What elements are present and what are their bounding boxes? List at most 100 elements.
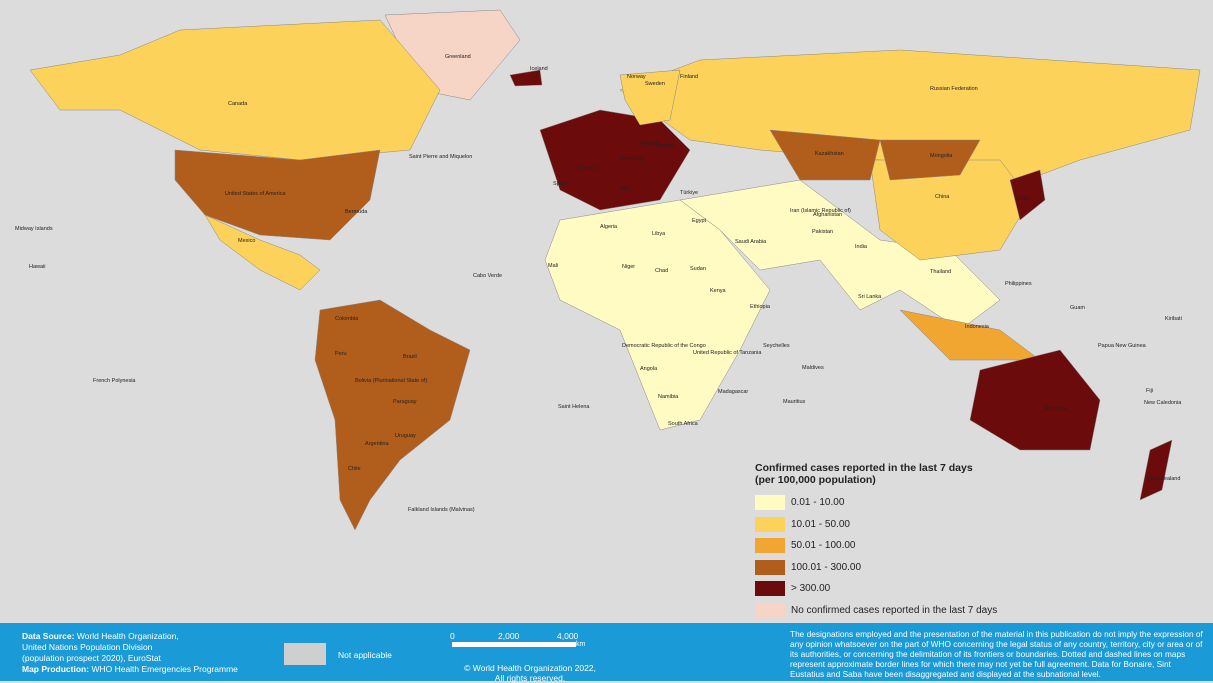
copyright: © World Health Organization 2022, All ri… (440, 663, 620, 683)
country-label: Australia (1045, 406, 1067, 412)
asia (679, 179, 1001, 331)
country-label: Seychelles (763, 343, 790, 349)
country-label: Japan (1015, 196, 1030, 202)
russia (619, 49, 1201, 191)
not-applicable: Not applicable (338, 650, 392, 660)
country-label: Iceland (530, 66, 548, 72)
legend-item: 0.01 - 10.00 (755, 492, 997, 514)
country-label: Paraguay (393, 399, 417, 405)
country-label: French Polynesia (93, 378, 136, 384)
legend-swatch (755, 516, 785, 532)
japan (1009, 169, 1046, 221)
country-label: Saint Helena (558, 404, 590, 410)
country-label: Pakistan (812, 229, 833, 235)
new-zealand (1139, 439, 1173, 501)
country-label: Colombia (335, 316, 359, 322)
country-label: South Africa (668, 421, 699, 427)
country-label: Ethiopia (750, 304, 771, 310)
country-label: China (935, 194, 950, 200)
country-label: Papua New Guinea (1098, 343, 1147, 349)
country-label: Türkiye (680, 190, 698, 196)
country-label: Finland (680, 74, 698, 80)
country-label: Afghanistan (813, 212, 842, 218)
country-label: United States of America (225, 191, 286, 197)
copyright-line: All rights reserved. (494, 673, 566, 683)
country-label: Greenland (445, 54, 471, 60)
legend-label: 10.01 - 50.00 (791, 518, 850, 530)
country-label: Iran (Islamic Republic of) (790, 208, 851, 214)
legend-swatch (755, 495, 785, 511)
source-text: World Health Organization, (76, 631, 179, 641)
map: Greenland Iceland Canada United States of A… (15, 9, 1201, 531)
country-label: Italy (620, 186, 630, 192)
country-label: Fiji (1146, 388, 1153, 394)
country-label: Midway Islands (15, 226, 53, 232)
scale-bar: 0 2,000 4,000 km (450, 631, 585, 651)
disclaimer: The designations employed and the presen… (790, 629, 1203, 679)
footer: Data Source: World Health Organization, … (0, 623, 1213, 683)
country-label: France (580, 166, 597, 172)
country-label: Chad (655, 268, 668, 274)
legend-title: Confirmed cases reported in the last 7 d… (755, 462, 973, 474)
country-label: Egypt (692, 218, 707, 224)
country-label: Algeria (600, 224, 618, 230)
scale-line (452, 642, 576, 647)
scandinavia (619, 69, 681, 126)
legend-item: 100.01 - 300.00 (755, 557, 997, 579)
country-label: Sudan (690, 266, 706, 272)
source: Data Source: World Health Organization, … (22, 631, 238, 675)
country-label: Kiribati (1165, 316, 1182, 322)
country-label: Russian Federation (930, 86, 978, 92)
country-label: Madagascar (718, 389, 748, 395)
country-label: Sri Lanka (858, 294, 882, 300)
legend-swatch (755, 559, 785, 575)
country-label: Spain (553, 181, 567, 187)
country-label: Kenya (710, 288, 727, 294)
country-label: Hawaii (29, 264, 46, 270)
legend-item: No confirmed cases reported in the last … (755, 600, 997, 622)
legend-swatch (755, 538, 785, 554)
south-america (314, 299, 471, 531)
country-label: Canada (228, 101, 248, 107)
production-text: WHO Health Emergencies Programme (91, 664, 238, 674)
na-swatch (284, 643, 326, 665)
legend: Confirmed cases reported in the last 7 d… (755, 462, 997, 643)
australia (969, 349, 1101, 451)
country-label: Argentina (365, 441, 389, 447)
country-label: Libya (652, 231, 666, 237)
country-label: Kazakhstan (815, 151, 844, 157)
legend-item: 10.01 - 50.00 (755, 514, 997, 536)
canada (29, 19, 441, 161)
country-label: Bolivia (Plurinational State of) (355, 378, 427, 384)
country-label: Niger (622, 264, 635, 270)
legend-items: 0.01 - 10.00 10.01 - 50.00 50.01 - 100.00 1… (755, 492, 997, 643)
country-label: Poland (640, 141, 657, 147)
scale-label: 4,000 (557, 631, 579, 641)
country-label: Peru (335, 351, 347, 357)
country-label: Cabo Verde (473, 273, 502, 279)
source-line: (population prospect 2020), EuroStat (22, 653, 161, 663)
country-label: Thailand (930, 269, 951, 275)
country-label: Namibia (658, 394, 679, 400)
country-label: Chile (348, 466, 361, 472)
legend-label: No confirmed cases reported in the last … (791, 604, 998, 616)
copyright-line: © World Health Organization 2022, (464, 663, 596, 673)
legend-item: 50.01 - 100.00 (755, 535, 997, 557)
countries (29, 9, 1201, 531)
country-labels: Greenland Iceland Canada United States of A… (15, 54, 1182, 513)
source-line: United Nations Population Division (22, 642, 153, 652)
country-label: Philippines (1005, 281, 1032, 287)
country-label: New Zealand (1148, 476, 1180, 482)
scale-label: 2,000 (498, 631, 520, 641)
country-label: Brazil (403, 354, 417, 360)
country-label: Mauritius (783, 399, 806, 405)
country-label: Sweden (645, 81, 665, 87)
legend-subtitle: (per 100,000 population) (755, 474, 876, 486)
country-label: Norway (627, 74, 646, 80)
country-label: Angola (640, 366, 658, 372)
country-label: Indonesia (965, 324, 990, 330)
country-label: India (855, 244, 868, 250)
country-label: Mali (548, 263, 558, 269)
country-label: Saint Pierre and Miquelon (409, 154, 472, 160)
